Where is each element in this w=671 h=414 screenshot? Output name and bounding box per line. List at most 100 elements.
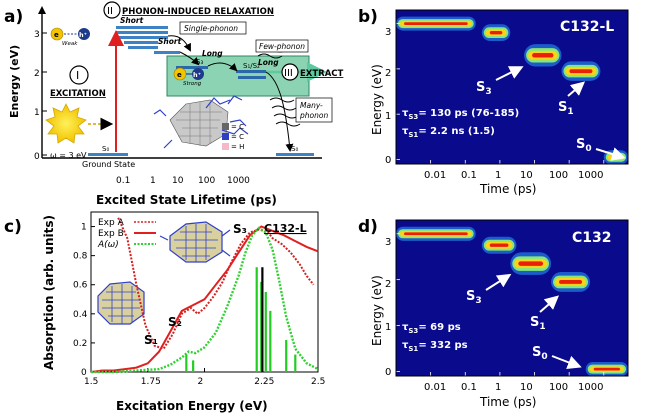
c132-l-molecule-inset bbox=[159, 221, 231, 263]
many-phonon-label-2: phonon bbox=[299, 111, 328, 120]
panel-d-x-tick-5: 1000 bbox=[578, 382, 603, 393]
short-label-1: Short bbox=[120, 16, 144, 25]
step2-label: PHONON-INDUCED RELAXATION bbox=[122, 7, 274, 17]
panel-d-x-tick-3: 10 bbox=[520, 382, 533, 393]
y-tick-label: 0 bbox=[81, 368, 87, 378]
legend-label-c1: = C bbox=[231, 123, 244, 131]
panel-a-x-tick-4: 1000 bbox=[227, 176, 250, 186]
step2-circle bbox=[103, 1, 121, 19]
state-population-core bbox=[489, 243, 509, 247]
panel-b-x-tick-4: 100 bbox=[549, 170, 568, 181]
series-line-expa bbox=[117, 217, 315, 350]
x-tick-label: 2.5 bbox=[311, 377, 325, 387]
panel-b-s1-arrow bbox=[567, 81, 586, 97]
panel-a-y-tick-2: 2 bbox=[34, 69, 40, 79]
long-label-1: Long bbox=[202, 49, 223, 58]
excitation-energy: ω = 3 eV bbox=[50, 151, 87, 160]
panel-d-y-tick-3: 3 bbox=[385, 237, 391, 248]
s0-right-level bbox=[276, 153, 314, 156]
panel-d-x-label: Time (ps) bbox=[479, 395, 536, 409]
legend-label-c2: = C bbox=[231, 133, 244, 141]
panel-b-y-tick-2: 2 bbox=[385, 68, 391, 79]
panel-a-x-tick-1: 1 bbox=[150, 176, 156, 186]
single-phonon-box bbox=[179, 21, 247, 35]
panel-a-y-ticks: 0 1 2 3 bbox=[34, 30, 47, 162]
legend-label-h: = H bbox=[231, 143, 244, 151]
panel-c-y-label: Absorption (arb. units) bbox=[42, 215, 56, 370]
panel-b-x-tick-0: 0.01 bbox=[424, 170, 446, 181]
step1-label: EXCITATION bbox=[50, 89, 106, 99]
many-phonon-label-1: Many- bbox=[300, 101, 323, 110]
panel-d-y-tick-1: 1 bbox=[385, 322, 391, 333]
legend-label-theory: A(ω) bbox=[97, 240, 119, 250]
panel-b-y-label: Energy (eV) bbox=[370, 64, 384, 135]
short-label-2: Short bbox=[158, 37, 182, 46]
panel-b-x-ticks: 0.01 0.1 1 10 100 1000 bbox=[424, 170, 603, 181]
panel-d-x-tick-0: 0.01 bbox=[424, 382, 446, 393]
panel-a-x-tick-3: 100 bbox=[198, 176, 215, 186]
legend-swatch-carbon-gray bbox=[222, 123, 229, 130]
single-phonon-label: Single-phonon bbox=[184, 24, 238, 33]
s0-left-label: S₀ bbox=[102, 145, 109, 153]
panel-b-title: C132-L bbox=[560, 19, 614, 35]
state-population-core bbox=[404, 232, 468, 236]
y-tick-label: 0.6 bbox=[73, 281, 88, 291]
s3-level-label: S₃ bbox=[196, 58, 203, 66]
exciton-strong: e h⁺ Strong bbox=[173, 67, 204, 87]
panel-b-x-label: Time (ps) bbox=[479, 182, 536, 196]
step3-numeral: III bbox=[284, 68, 293, 79]
panel-a-y-tick-3: 3 bbox=[34, 30, 40, 40]
panel-d-x-ticks: 0.01 0.1 1 10 100 1000 bbox=[424, 382, 603, 393]
c132-molecule-inset bbox=[97, 281, 145, 325]
strong-hole-label: h⁺ bbox=[193, 71, 201, 79]
s1-level bbox=[236, 70, 266, 73]
panel-a-x-tick-2: 10 bbox=[172, 176, 184, 186]
s2-level bbox=[238, 76, 266, 79]
state-population-core bbox=[489, 30, 503, 35]
y-tick-label: 0.4 bbox=[73, 310, 88, 320]
panel-b-x-tick-3: 10 bbox=[520, 170, 533, 181]
panel-b-label: b) bbox=[358, 7, 378, 27]
step3-circle bbox=[281, 63, 299, 81]
state-population-core bbox=[569, 69, 593, 74]
series-line-expb bbox=[90, 225, 319, 373]
weak-electron-label: e bbox=[54, 31, 59, 39]
panel-c-legend: Exp A Exp B A(ω) bbox=[97, 218, 156, 250]
panel-d-x-tick-4: 100 bbox=[549, 382, 568, 393]
panel-c-plot-area: 1.5 1.75 2 2.25 2.5 0 0.2 0.4 0.6 0.8 1 bbox=[73, 217, 325, 387]
x-tick-label: 2.25 bbox=[254, 377, 274, 387]
legend-swatch-hydrogen bbox=[222, 143, 229, 150]
panel-a-x-label: Excited State Lifetime (ps) bbox=[96, 193, 277, 207]
x-tick-label: 2 bbox=[198, 377, 204, 387]
panel-d-y-label: Energy (eV) bbox=[370, 275, 384, 346]
panel-d-tau-s1: τS1= 332 ps bbox=[402, 340, 468, 353]
panel-d-x-tick-2: 1 bbox=[495, 382, 501, 393]
sun-icon bbox=[45, 103, 87, 144]
panel-b-y-tick-3: 3 bbox=[385, 27, 391, 38]
panel-b-s3-arrow bbox=[495, 66, 524, 81]
panel-a-y-arrowhead bbox=[38, 6, 46, 14]
panel-c-x-label: Excitation Energy (eV) bbox=[116, 399, 268, 413]
legend-label-exp-a: Exp A bbox=[98, 218, 125, 228]
exciton-weak: e h⁺ Weak bbox=[50, 27, 90, 47]
strong-label: Strong bbox=[183, 81, 202, 87]
panel-d: d) C132 S3 S1 S0 τS3= 69 ps τS1= 332 ps … bbox=[358, 217, 629, 409]
panel-a-y-label: Energy (eV) bbox=[8, 45, 21, 118]
y-tick-label: 1 bbox=[81, 223, 87, 233]
panel-b: b) C132-L S3 S1 S0 τS3= 130 ps (76-185) … bbox=[358, 7, 629, 196]
panel-a-y-tick-1: 1 bbox=[34, 108, 40, 118]
step2-numeral: II bbox=[107, 6, 113, 17]
panel-d-x-tick-1: 0.1 bbox=[461, 382, 477, 393]
panel-a: a) 0 1 2 3 Energy (eV) 0.1 1 10 100 1000… bbox=[4, 1, 344, 207]
state-population-core bbox=[518, 261, 544, 266]
panel-d-y-tick-0: 0 bbox=[385, 367, 391, 378]
panel-d-heatmap bbox=[396, 226, 628, 377]
long-label-2: Long bbox=[258, 58, 279, 67]
peak-label-s3: S₃ bbox=[233, 222, 247, 236]
x-tick-label: 1.75 bbox=[141, 377, 161, 387]
panel-b-y-tick-1: 1 bbox=[385, 111, 391, 122]
panel-b-x-tick-5: 1000 bbox=[578, 170, 603, 181]
step1-circle bbox=[69, 65, 89, 85]
panel-b-s1-label: S1 bbox=[558, 100, 574, 117]
